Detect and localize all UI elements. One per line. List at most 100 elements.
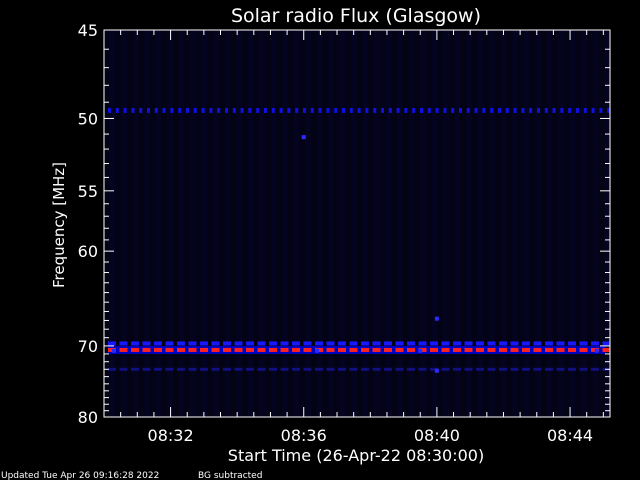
emission-dot [466, 107, 470, 113]
emission-dot [209, 107, 213, 113]
emission-line-69-7-mhz [108, 341, 611, 346]
chart-title: Solar radio Flux (Glasgow) [231, 5, 481, 27]
background-stripe [282, 30, 288, 417]
emission-dash [384, 341, 392, 346]
emission-dot [287, 107, 291, 113]
emission-dash [522, 341, 530, 346]
emission-dash [349, 347, 358, 352]
emission-dot [482, 107, 486, 113]
emission-dot [232, 107, 236, 113]
emission-dash [280, 347, 289, 352]
emission-dash [349, 367, 358, 371]
emission-dash [131, 347, 139, 352]
emission-dash [453, 367, 461, 371]
background-stripe [604, 30, 610, 417]
emission-dash [602, 341, 611, 346]
emission-line-73-mhz [108, 367, 611, 371]
emission-dot [115, 107, 119, 113]
emission-dot [412, 107, 416, 113]
emission-dash [476, 341, 484, 346]
emission-dash [522, 347, 530, 352]
emission-dash [395, 367, 404, 371]
emission-dot [474, 107, 478, 113]
background-stripe [386, 30, 391, 417]
emission-dash [533, 367, 542, 371]
emission-dash [384, 347, 392, 352]
emission-dash [499, 341, 507, 346]
emission-dot [225, 107, 228, 113]
emission-dash [269, 341, 277, 346]
emission-dash [303, 341, 312, 346]
emission-dash [476, 347, 484, 352]
emission-dash [338, 341, 346, 346]
background-stripe [294, 30, 299, 417]
emission-dot [178, 107, 182, 113]
emission-dot [365, 107, 369, 113]
background-stripe [489, 30, 495, 417]
emission-dash [292, 347, 300, 352]
emission-dash [579, 347, 588, 352]
emission-dot [498, 107, 501, 113]
updated-timestamp: Updated Tue Apr 26 09:16:28 2022 [1, 471, 159, 480]
emission-dash [211, 367, 220, 371]
emission-dash [292, 341, 300, 346]
emission-dot [201, 107, 205, 113]
background-stripe [340, 30, 345, 417]
emission-dash [200, 367, 208, 371]
emission-dash [395, 347, 404, 352]
emission-dot [334, 107, 338, 113]
emission-dash [338, 347, 346, 352]
emission-dot [591, 107, 595, 113]
y-tick-label: 60 [78, 242, 98, 261]
emission-dash [453, 341, 461, 346]
background-stripe [225, 30, 230, 417]
emission-dot [162, 107, 166, 113]
background-stripe [110, 30, 115, 417]
emission-dash [165, 367, 174, 371]
emission-dash [269, 367, 277, 371]
background-stripe [190, 30, 196, 417]
emission-dash [487, 341, 496, 346]
emission-dash [568, 341, 576, 346]
emission-dot [342, 107, 345, 113]
emission-dash [165, 341, 174, 346]
emission-dash [188, 367, 197, 371]
emission-dash [418, 347, 427, 352]
emission-dash [372, 347, 381, 352]
emission-dash [441, 347, 450, 352]
emission-line-49-5-mhz [108, 107, 611, 113]
emission-dot [529, 107, 533, 113]
emission-dash [188, 341, 197, 346]
x-tick-label: 08:40 [414, 426, 460, 445]
y-tick-label: 50 [78, 109, 98, 128]
emission-point [434, 368, 439, 373]
emission-dash [326, 367, 335, 371]
background-stripe [121, 30, 127, 417]
background-stripe [512, 30, 518, 417]
emission-dot [396, 107, 400, 113]
emission-dash [487, 347, 496, 352]
emission-point [418, 348, 423, 353]
emission-dot [373, 107, 377, 113]
emission-dash [338, 367, 346, 371]
emission-dot [505, 107, 509, 113]
background-stripe [466, 30, 472, 417]
emission-dash [188, 347, 197, 352]
background-stripe [213, 30, 219, 417]
emission-dash [430, 341, 438, 346]
emission-dot [279, 107, 283, 113]
background-stripe [432, 30, 437, 417]
emission-dash [177, 367, 185, 371]
emission-dash [349, 341, 358, 346]
emission-dot [303, 107, 306, 113]
background-stripe [593, 30, 598, 417]
emission-dash [200, 347, 208, 352]
emission-dot [513, 107, 517, 113]
emission-dash [464, 347, 473, 352]
background-stripe [236, 30, 242, 417]
emission-dash [131, 367, 139, 371]
emission-point [301, 135, 306, 140]
x-tick-label: 08:36 [281, 426, 327, 445]
emission-dash [430, 367, 438, 371]
emission-dot [139, 107, 143, 113]
